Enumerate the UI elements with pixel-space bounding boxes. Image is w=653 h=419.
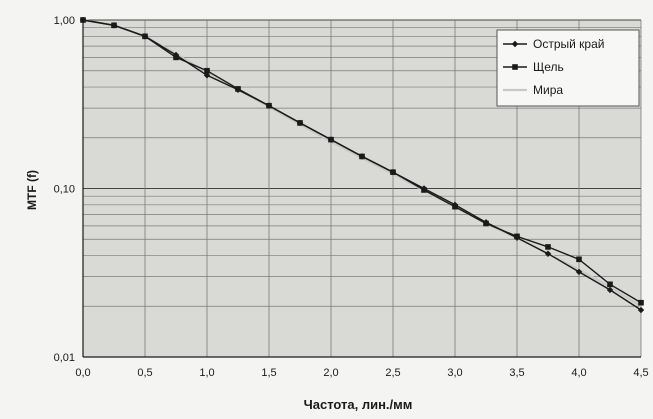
x-tick-label: 1,5	[261, 367, 276, 379]
data-point	[204, 67, 210, 74]
legend-label: Щель	[533, 60, 564, 74]
data-point	[173, 54, 179, 61]
legend-item: Острый край	[503, 37, 604, 51]
x-tick-label: 2,5	[385, 367, 400, 379]
x-tick-label: 0,5	[137, 367, 152, 379]
y-axis-title: MTF (f)	[25, 170, 39, 210]
y-tick-label: 1,00	[54, 15, 75, 27]
x-tick-label: 1,0	[199, 367, 214, 379]
data-point	[328, 136, 334, 143]
legend: Острый край Щель Мира	[496, 29, 640, 107]
legend-item: Щель	[503, 60, 564, 74]
x-tick-label: 0,0	[75, 367, 90, 379]
data-point	[390, 169, 396, 175]
data-point	[421, 187, 427, 193]
x-tick-label: 3,5	[509, 367, 524, 379]
y-tick-label: 0,10	[54, 184, 75, 196]
y-tick-label: 0,01	[54, 352, 75, 364]
data-point	[607, 281, 613, 288]
data-point	[111, 22, 117, 29]
data-point	[576, 256, 582, 263]
legend-swatch-marker	[512, 64, 518, 70]
legend-swatch-marker	[511, 40, 519, 48]
data-point	[638, 299, 644, 306]
data-point	[637, 306, 645, 314]
data-point	[266, 102, 272, 109]
x-axis-title: Частота, лин./мм	[304, 397, 413, 412]
legend-label: Острый край	[533, 37, 604, 51]
data-point	[297, 120, 303, 126]
data-point	[544, 250, 552, 257]
data-point	[452, 203, 458, 210]
legend-item: Мира	[503, 83, 563, 97]
data-point	[575, 268, 583, 276]
data-point	[514, 233, 520, 240]
series-group	[79, 16, 645, 314]
data-point	[142, 33, 148, 40]
data-point	[359, 153, 365, 160]
axes: 0,0 0,5 1,0 1,5 2,0 2,5 3,0 3,5 4,0 4,5 1,00 0,10 0,…	[54, 15, 649, 379]
x-tick-label: 4,5	[633, 367, 648, 379]
data-point	[235, 86, 241, 92]
legend-box	[496, 29, 640, 107]
x-tick-label: 3,0	[447, 367, 462, 379]
x-tick-label: 2,0	[323, 367, 338, 379]
data-point	[203, 72, 211, 79]
legend-label: Мира	[533, 83, 563, 97]
data-point	[606, 286, 614, 294]
x-tick-label: 4,0	[571, 367, 586, 379]
data-point	[545, 244, 551, 250]
data-point	[483, 220, 489, 227]
series-2	[80, 17, 644, 306]
